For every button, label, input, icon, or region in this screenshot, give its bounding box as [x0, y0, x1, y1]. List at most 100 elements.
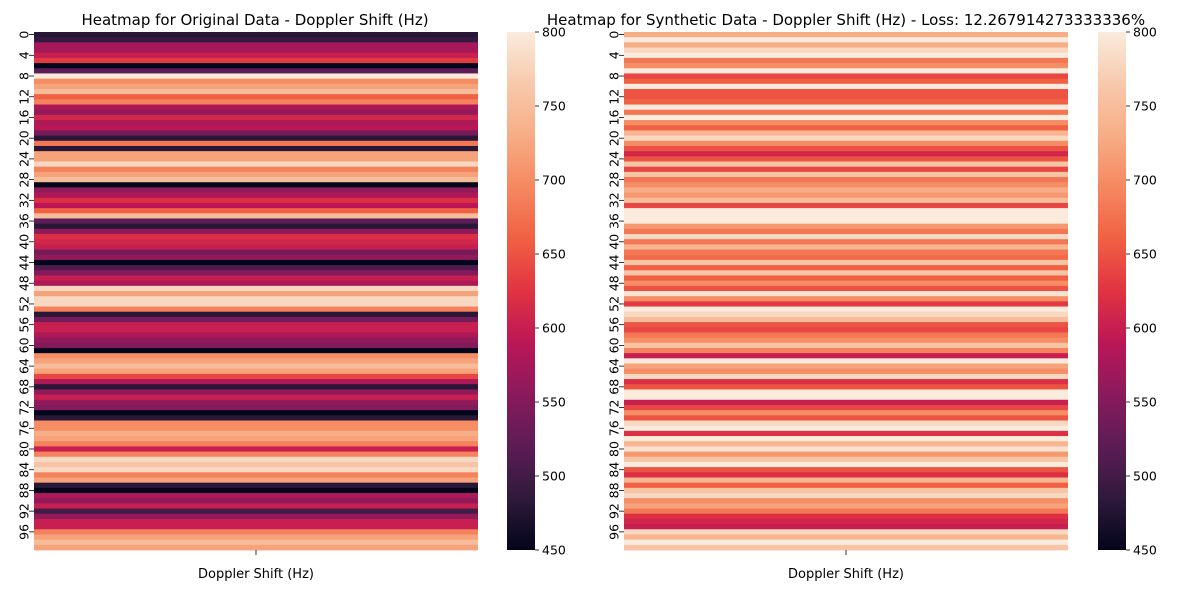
heatmap-cell	[34, 498, 478, 504]
y-tick-label: 24	[607, 151, 622, 167]
heatmap-cell	[624, 544, 1068, 551]
y-tick-label: 60	[607, 337, 622, 353]
heatmap-cell	[34, 342, 478, 349]
heatmap-cell	[34, 472, 478, 478]
heatmap-cell	[34, 182, 478, 188]
heatmap-cell	[34, 363, 478, 370]
colorbar-tick-label: 750	[542, 99, 566, 114]
colorbar-tick-label: 700	[542, 173, 566, 188]
heatmap-cell	[624, 347, 1068, 354]
heatmap-cell	[34, 275, 478, 282]
colorbar	[507, 32, 535, 550]
heatmap-cell	[34, 223, 478, 230]
y-tick-label: 80	[17, 441, 32, 457]
heatmap-cell	[34, 202, 478, 209]
heatmap-cell	[624, 182, 1068, 188]
heatmap-cell	[34, 539, 478, 546]
heatmap-cell	[624, 218, 1068, 225]
heatmap-cell	[624, 213, 1068, 219]
colorbar-tick-label: 600	[542, 321, 566, 336]
y-tick-label: 84	[17, 462, 32, 478]
heatmap-cell	[624, 482, 1068, 489]
heatmap-cell	[34, 456, 478, 463]
heatmap-cell	[624, 327, 1068, 333]
heatmap-cell	[34, 544, 478, 551]
heatmap-cell	[34, 265, 478, 271]
heatmap-cell	[624, 316, 1068, 323]
heatmap-cell	[34, 228, 478, 235]
colorbar-tick-label: 450	[1133, 543, 1157, 558]
y-tick-label: 28	[607, 172, 622, 188]
heatmap-cell	[624, 404, 1068, 411]
heatmap-cell	[624, 177, 1068, 183]
y-tick-label: 40	[17, 234, 32, 250]
heatmap-cell	[624, 187, 1068, 193]
y-tick-label: 76	[17, 420, 32, 436]
heatmap-cell	[34, 461, 478, 468]
heatmap-cell	[624, 296, 1068, 302]
colorbar	[1098, 32, 1126, 550]
heatmap-cell	[624, 508, 1068, 515]
heatmap-cell	[624, 37, 1068, 43]
heatmap-cell	[624, 518, 1068, 525]
heatmap-cell	[624, 42, 1068, 48]
heatmap-cell	[624, 57, 1068, 64]
y-tick-label: 8	[17, 72, 32, 80]
heatmap-cell	[34, 130, 478, 136]
y-tick-label: 68	[17, 379, 32, 395]
heatmap-cell	[34, 187, 478, 193]
heatmap-cell	[624, 493, 1068, 499]
heatmap-cell	[34, 88, 478, 95]
colorbar-tick-label: 650	[1133, 247, 1157, 262]
heatmap-cell	[34, 446, 478, 452]
heatmap-cell	[624, 430, 1068, 437]
heatmap-cell	[34, 47, 478, 54]
heatmap-cell	[34, 332, 478, 339]
heatmap-cell	[34, 177, 478, 183]
heatmap-cell	[34, 467, 478, 473]
heatmap-cell	[624, 389, 1068, 395]
y-tick-label: 56	[17, 317, 32, 333]
heatmap-cell	[624, 94, 1068, 100]
y-tick-label: 0	[607, 31, 622, 39]
heatmap-cell	[624, 239, 1068, 245]
heatmap-cell	[34, 114, 478, 121]
heatmap-cell	[34, 161, 478, 168]
heatmap-cell	[34, 37, 478, 43]
colorbar-tick-label: 600	[1133, 321, 1157, 336]
y-tick-label: 96	[17, 524, 32, 540]
heatmap-cell	[624, 156, 1068, 162]
y-tick-label: 96	[607, 524, 622, 540]
x-axis-label-synthetic: Doppler Shift (Hz)	[788, 567, 904, 582]
heatmap-cell	[624, 99, 1068, 105]
heatmap-cell	[34, 322, 478, 328]
heatmap-cell	[624, 461, 1068, 468]
heatmap-cell	[624, 451, 1068, 458]
heatmap-cell	[34, 234, 478, 240]
heatmap-cell	[34, 109, 478, 116]
heatmap-cell	[34, 337, 478, 344]
heatmap-cell	[624, 78, 1068, 85]
y-tick-label: 48	[607, 275, 622, 291]
heatmap-cell	[34, 291, 478, 297]
colorbar-tick-label: 550	[1133, 395, 1157, 410]
colorbar-tick-label: 800	[542, 25, 566, 40]
heatmap-cell	[624, 342, 1068, 349]
heatmap-cell	[34, 120, 478, 126]
heatmap-cell	[624, 306, 1068, 313]
heatmap-cell	[34, 57, 478, 64]
heatmap-cell	[624, 425, 1068, 432]
heatmap-cell	[624, 280, 1068, 287]
heatmap-cell	[34, 404, 478, 411]
heatmap-cell	[624, 358, 1068, 364]
heatmap-cell	[624, 539, 1068, 546]
heatmap-cell	[624, 503, 1068, 509]
heatmap-cell	[624, 63, 1068, 69]
heatmap-cell	[34, 270, 478, 276]
y-tick-label: 36	[607, 213, 622, 229]
y-tick-label: 12	[607, 89, 622, 105]
heatmap-cell	[624, 234, 1068, 240]
heatmap-cell	[34, 493, 478, 499]
heatmap-cell	[624, 151, 1068, 157]
y-tick-label: 92	[607, 503, 622, 519]
